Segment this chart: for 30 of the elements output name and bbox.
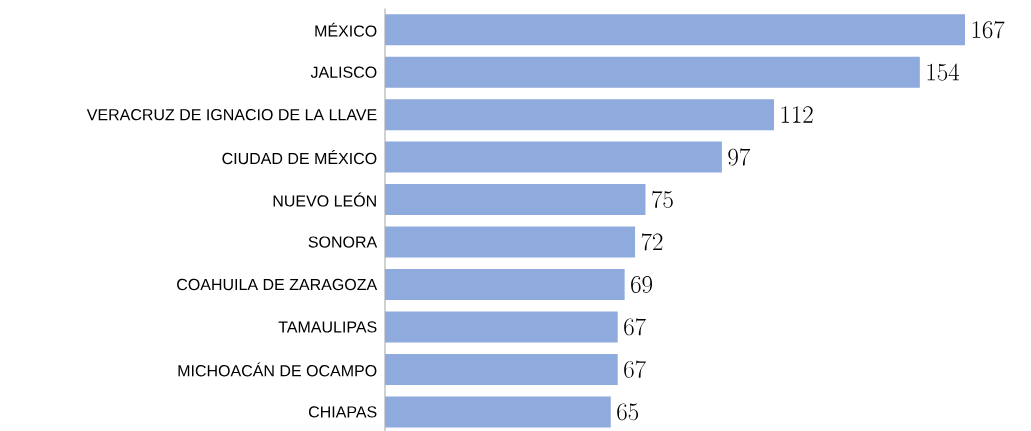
data-label: 72 [641,233,663,251]
data-label: 65 [617,403,639,421]
y-tick-label: JALISCO [310,66,377,78]
bar [385,56,920,88]
bar [385,269,625,300]
bar [385,99,774,131]
data-label: 97 [728,148,751,166]
bar [385,353,618,385]
data-label: 167 [972,20,1005,39]
y-tick-label: MÉXICO [315,22,377,37]
bar [385,311,618,343]
bar [385,396,611,428]
bar [385,14,965,46]
data-label: 154 [927,63,960,81]
y-tick-label: CIUDAD DE MÉXICO [222,150,377,165]
bar [385,141,722,173]
y-tick-label: MICHOACÁN DE OCAMPO [178,362,377,377]
bar [385,184,646,216]
data-label: 69 [631,276,653,293]
y-tick-label: TAMAULIPAS [278,321,377,333]
y-tick-label: SONORA [308,236,378,248]
data-label: 75 [652,190,673,208]
bar [385,226,636,258]
y-tick-label: CHIAPAS [308,406,377,418]
y-tick-label: VERACRUZ DE IGNACIO DE LA LLAVE [86,109,377,121]
data-label: 67 [624,360,646,378]
y-tick-label: COAHUILA DE ZARAGOZA [177,278,378,291]
data-label: 112 [781,106,813,123]
y-tick-label: NUEVO LEÓN [273,192,376,207]
data-label: 67 [624,318,646,336]
